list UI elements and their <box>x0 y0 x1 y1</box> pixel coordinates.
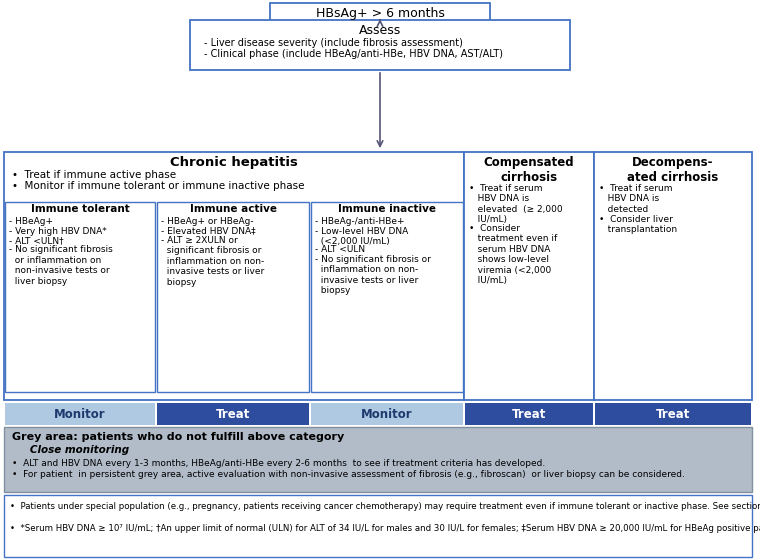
Text: - HBeAg-/anti-HBe+: - HBeAg-/anti-HBe+ <box>315 217 404 226</box>
Bar <box>311 403 463 425</box>
Text: Immune inactive: Immune inactive <box>338 204 436 214</box>
Text: - ALT ≥ 2XULN or
  significant fibrosis or
  inflammation on non-
  invasive tes: - ALT ≥ 2XULN or significant fibrosis or… <box>161 236 264 287</box>
Text: Immune tolerant: Immune tolerant <box>30 204 129 214</box>
Text: - No significant fibrosis
  or inflammation on
  non-invasive tests or
  liver b: - No significant fibrosis or inflammatio… <box>9 245 112 286</box>
Text: Compensated
cirrhosis: Compensated cirrhosis <box>483 156 575 184</box>
Text: Treat: Treat <box>511 408 546 421</box>
Bar <box>311 202 463 392</box>
Text: Treat: Treat <box>656 408 690 421</box>
Bar <box>595 403 751 425</box>
Text: •  Monitor if immune tolerant or immune inactive phase: • Monitor if immune tolerant or immune i… <box>12 181 305 191</box>
Text: •  Treat if serum
   HBV DNA is
   elevated  (≥ 2,000
   IU/mL): • Treat if serum HBV DNA is elevated (≥ … <box>469 184 562 224</box>
Bar <box>4 495 752 557</box>
Bar <box>5 202 155 392</box>
Text: - Elevated HBV DNA‡: - Elevated HBV DNA‡ <box>161 226 255 236</box>
Text: - ALT <ULN†: - ALT <ULN† <box>9 236 64 245</box>
Text: Chronic hepatitis: Chronic hepatitis <box>170 156 298 169</box>
Text: HBsAg+ > 6 months: HBsAg+ > 6 months <box>315 7 445 20</box>
Text: Decompens-
ated cirrhosis: Decompens- ated cirrhosis <box>627 156 719 184</box>
Text: •  For patient  in persistent grey area, active evaluation with non-invasive ass: • For patient in persistent grey area, a… <box>12 470 685 479</box>
Text: Monitor: Monitor <box>54 408 106 421</box>
Text: Treat: Treat <box>216 408 250 421</box>
Text: - Very high HBV DNA*: - Very high HBV DNA* <box>9 226 106 236</box>
Text: - HBeAg+: - HBeAg+ <box>9 217 53 226</box>
Text: Assess: Assess <box>359 24 401 37</box>
Bar <box>4 152 464 400</box>
Bar <box>157 403 309 425</box>
Text: - No significant fibrosis or
  inflammation on non-
  invasive tests or liver
  : - No significant fibrosis or inflammatio… <box>315 255 431 295</box>
Bar <box>270 3 490 23</box>
Text: •  Consider
   treatment even if
   serum HBV DNA
   shows low-level
   viremia : • Consider treatment even if serum HBV D… <box>469 224 557 285</box>
Text: - Low-level HBV DNA
  (<2,000 IU/mL): - Low-level HBV DNA (<2,000 IU/mL) <box>315 226 408 246</box>
Text: - Clinical phase (include HBeAg/anti-HBe, HBV DNA, AST/ALT): - Clinical phase (include HBeAg/anti-HBe… <box>204 49 503 59</box>
Text: Grey area: patients who do not fulfill above category: Grey area: patients who do not fulfill a… <box>12 432 344 442</box>
Text: •  Treat if serum
   HBV DNA is
   detected: • Treat if serum HBV DNA is detected <box>599 184 673 214</box>
Bar <box>190 20 570 70</box>
Text: Immune active: Immune active <box>189 204 277 214</box>
Bar <box>464 152 594 400</box>
Text: •  *Serum HBV DNA ≥ 10⁷ IU/mL; †An upper limit of normal (ULN) for ALT of 34 IU/: • *Serum HBV DNA ≥ 10⁷ IU/mL; †An upper … <box>10 524 760 533</box>
Bar <box>157 202 309 392</box>
Bar <box>465 403 593 425</box>
Bar <box>594 152 752 400</box>
Text: Close monitoring: Close monitoring <box>19 445 129 455</box>
Bar <box>5 403 155 425</box>
Bar <box>4 427 752 492</box>
Text: Monitor: Monitor <box>361 408 413 421</box>
Text: •  Consider liver
   transplantation: • Consider liver transplantation <box>599 214 677 234</box>
Text: - ALT <ULN: - ALT <ULN <box>315 245 365 254</box>
Text: •  Treat if immune active phase: • Treat if immune active phase <box>12 170 176 180</box>
Text: •  ALT and HBV DNA every 1-3 months, HBeAg/anti-HBe every 2-6 months  to see if : • ALT and HBV DNA every 1-3 months, HBeA… <box>12 459 545 468</box>
Text: •  Patients under special population (e.g., pregnancy, patients receiving cancer: • Patients under special population (e.g… <box>10 502 760 511</box>
Text: - HBeAg+ or HBeAg-: - HBeAg+ or HBeAg- <box>161 217 254 226</box>
Text: - Liver disease severity (include fibrosis assessment): - Liver disease severity (include fibros… <box>204 38 463 48</box>
